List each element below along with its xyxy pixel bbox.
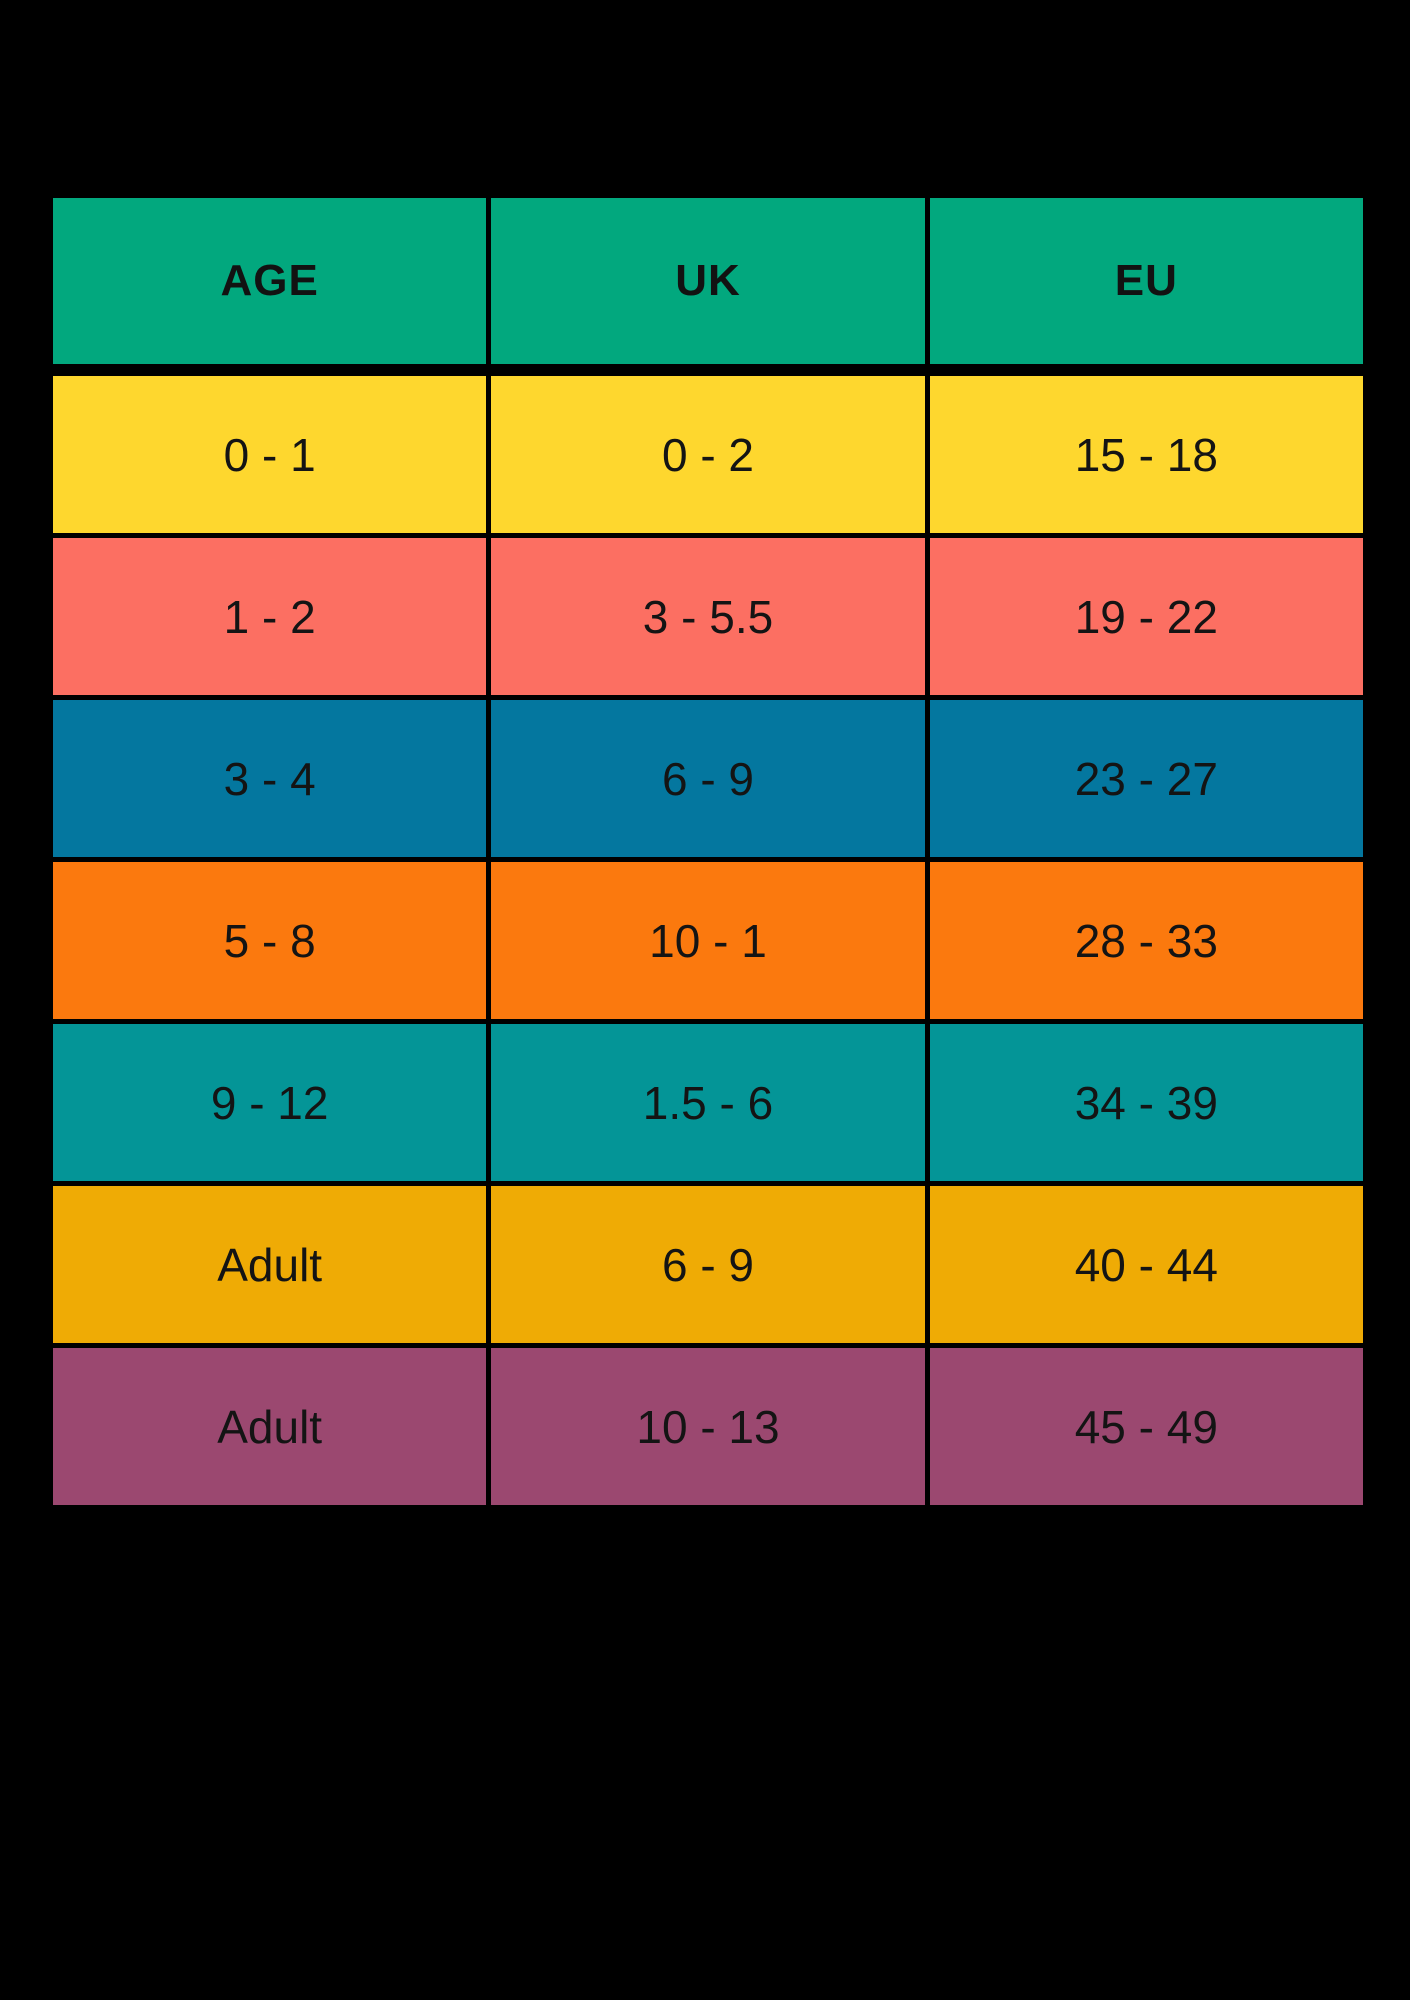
uk-cell: 3 - 5.5 <box>491 538 925 695</box>
age-cell: 0 - 1 <box>53 376 487 533</box>
eu-cell: 23 - 27 <box>929 700 1363 857</box>
eu-cell: 28 - 33 <box>929 862 1363 1019</box>
table-body: 0 - 1 0 - 2 15 - 18 1 - 2 3 - 5.5 19 - 2… <box>53 376 1363 1505</box>
table-row: Adult 10 - 13 45 - 49 <box>53 1348 1363 1505</box>
table-row: Adult 6 - 9 40 - 44 <box>53 1186 1363 1343</box>
header-cell-uk: UK <box>491 198 925 364</box>
uk-cell: 10 - 1 <box>491 862 925 1019</box>
age-cell: 9 - 12 <box>53 1024 487 1181</box>
table-header-row: AGE UK EU <box>53 198 1363 364</box>
uk-cell: 1.5 - 6 <box>491 1024 925 1181</box>
uk-cell: 10 - 13 <box>491 1348 925 1505</box>
table-row: 1 - 2 3 - 5.5 19 - 22 <box>53 538 1363 695</box>
age-cell: Adult <box>53 1186 487 1343</box>
header-cell-age: AGE <box>53 198 487 364</box>
header-cell-eu: EU <box>929 198 1363 364</box>
age-cell: Adult <box>53 1348 487 1505</box>
eu-cell: 19 - 22 <box>929 538 1363 695</box>
table-row: 5 - 8 10 - 1 28 - 33 <box>53 862 1363 1019</box>
table-row: 9 - 12 1.5 - 6 34 - 39 <box>53 1024 1363 1181</box>
eu-cell: 34 - 39 <box>929 1024 1363 1181</box>
age-cell: 3 - 4 <box>53 700 487 857</box>
uk-cell: 6 - 9 <box>491 1186 925 1343</box>
table-row: 3 - 4 6 - 9 23 - 27 <box>53 700 1363 857</box>
uk-cell: 6 - 9 <box>491 700 925 857</box>
age-cell: 5 - 8 <box>53 862 487 1019</box>
table-row: 0 - 1 0 - 2 15 - 18 <box>53 376 1363 533</box>
size-conversion-table: AGE UK EU 0 - 1 0 - 2 15 - 18 1 - 2 3 - … <box>53 198 1363 1505</box>
eu-cell: 40 - 44 <box>929 1186 1363 1343</box>
eu-cell: 45 - 49 <box>929 1348 1363 1505</box>
age-cell: 1 - 2 <box>53 538 487 695</box>
uk-cell: 0 - 2 <box>491 376 925 533</box>
eu-cell: 15 - 18 <box>929 376 1363 533</box>
